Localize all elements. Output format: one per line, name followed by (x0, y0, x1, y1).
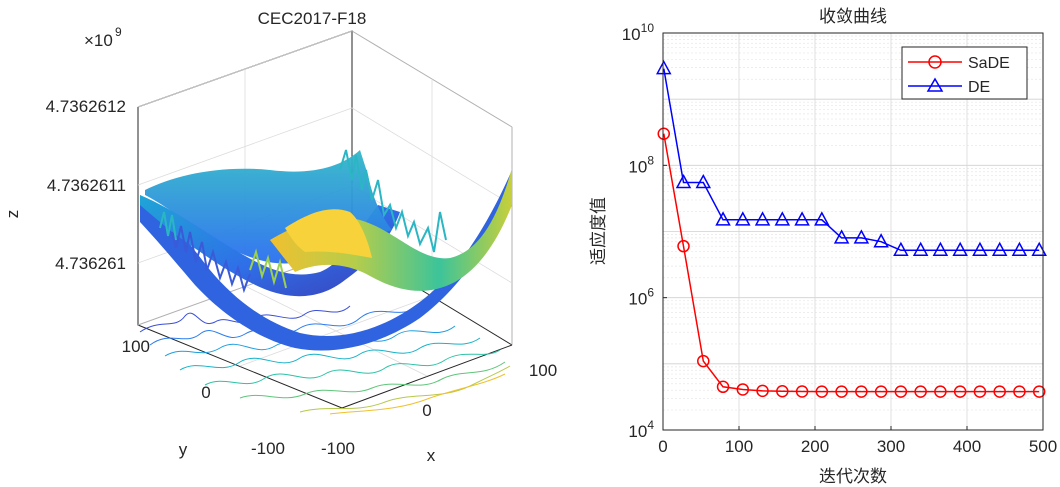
data-point-sade (1032, 385, 1046, 398)
data-point-de (1011, 241, 1028, 257)
series-line-sade (663, 133, 1040, 393)
x-tick-label: 400 (953, 437, 981, 456)
legend-label-de: DE (968, 79, 990, 96)
data-point-sade (953, 385, 967, 398)
data-point-de (656, 59, 672, 75)
legend: SaDE DE (901, 46, 1028, 100)
data-point-sade (914, 385, 927, 398)
chart-ticks: 0 100 200 300 400 500 104 106 108 1010 (622, 21, 1057, 456)
data-point-sade (716, 380, 730, 394)
data-point-de (814, 211, 830, 226)
exponent-power: 9 (115, 25, 122, 39)
z-tick-label: 4.7362611 (47, 176, 126, 195)
data-point-sade (855, 385, 868, 398)
plot-area-frame (662, 32, 1044, 431)
data-point-de (735, 211, 751, 226)
x-tick-label: 0 (422, 401, 431, 420)
chart-title: 收敛曲线 (819, 7, 887, 27)
y-tick-label: -100 (251, 439, 285, 458)
data-point-de (695, 173, 712, 189)
data-point-de (794, 211, 810, 226)
data-point-sade (795, 385, 809, 398)
y-axis-label: y (179, 440, 188, 459)
x-tick-label: 100 (529, 361, 557, 380)
data-point-de (774, 211, 791, 226)
legend-label-sade: SaDE (968, 55, 1010, 72)
data-point-de (754, 211, 771, 226)
data-point-sade (815, 385, 829, 398)
data-point-de (972, 241, 988, 257)
legend-box (901, 46, 1028, 100)
z-tick-label: 4.7362612 (46, 97, 126, 116)
data-point-sade (756, 384, 769, 398)
data-point-sade (934, 385, 947, 398)
data-point-sade (1013, 385, 1026, 398)
data-point-sade (776, 385, 789, 398)
x-tick-label: 200 (801, 437, 829, 456)
z-axis-label: z (3, 210, 22, 219)
data-point-de (873, 233, 889, 248)
surface-title: CEC2017-F18 (258, 9, 367, 28)
x-axis-label: x (427, 446, 436, 465)
data-point-de (893, 241, 909, 257)
surface-mesh (140, 149, 512, 351)
z-tick-label: 4.736261 (55, 254, 126, 273)
y-axis-label: 适应度值 (589, 197, 609, 265)
data-point-sade (973, 385, 987, 398)
data-point-de (952, 241, 968, 257)
x-axis-label: 迭代次数 (819, 467, 887, 487)
x-tick-label: 300 (877, 437, 905, 456)
data-point-de (853, 229, 870, 244)
y-tick-label: 1010 (622, 21, 655, 44)
data-point-de (991, 241, 1008, 257)
data-point-sade (677, 239, 690, 253)
data-point-de (1031, 241, 1047, 257)
y-tick-label: 100 (122, 337, 150, 356)
data-point-sade (697, 354, 710, 368)
x-tick-label: 0 (658, 437, 667, 456)
data-point-de (833, 229, 850, 244)
data-point-de (715, 211, 731, 226)
data-point-de (675, 173, 692, 189)
data-point-sade (736, 383, 750, 396)
data-point-sade (874, 385, 888, 398)
data-point-sade (993, 385, 1006, 398)
data-point-de (912, 241, 929, 257)
data-point-de (932, 241, 949, 257)
data-point-sade (894, 385, 908, 398)
surface-plot-panel: CEC2017-F18 ×10 9 4.7362612 4.7362611 4.… (3, 9, 557, 465)
y-tick-label: 106 (628, 286, 654, 309)
data-point-sade (657, 127, 671, 141)
exponent-prefix: ×10 (84, 31, 113, 50)
floor-contours (139, 304, 511, 415)
x-tick-label: 500 (1029, 437, 1057, 456)
chart-series (656, 59, 1047, 398)
legend-marker-sade (928, 55, 942, 69)
y-tick-label: 0 (201, 383, 210, 402)
data-point-sade (835, 385, 848, 398)
x-tick-label: -100 (321, 439, 355, 458)
y-tick-label: 108 (628, 153, 654, 176)
legend-marker-de (926, 77, 944, 92)
y-tick-label: 104 (628, 418, 654, 441)
x-tick-label: 100 (725, 437, 753, 456)
